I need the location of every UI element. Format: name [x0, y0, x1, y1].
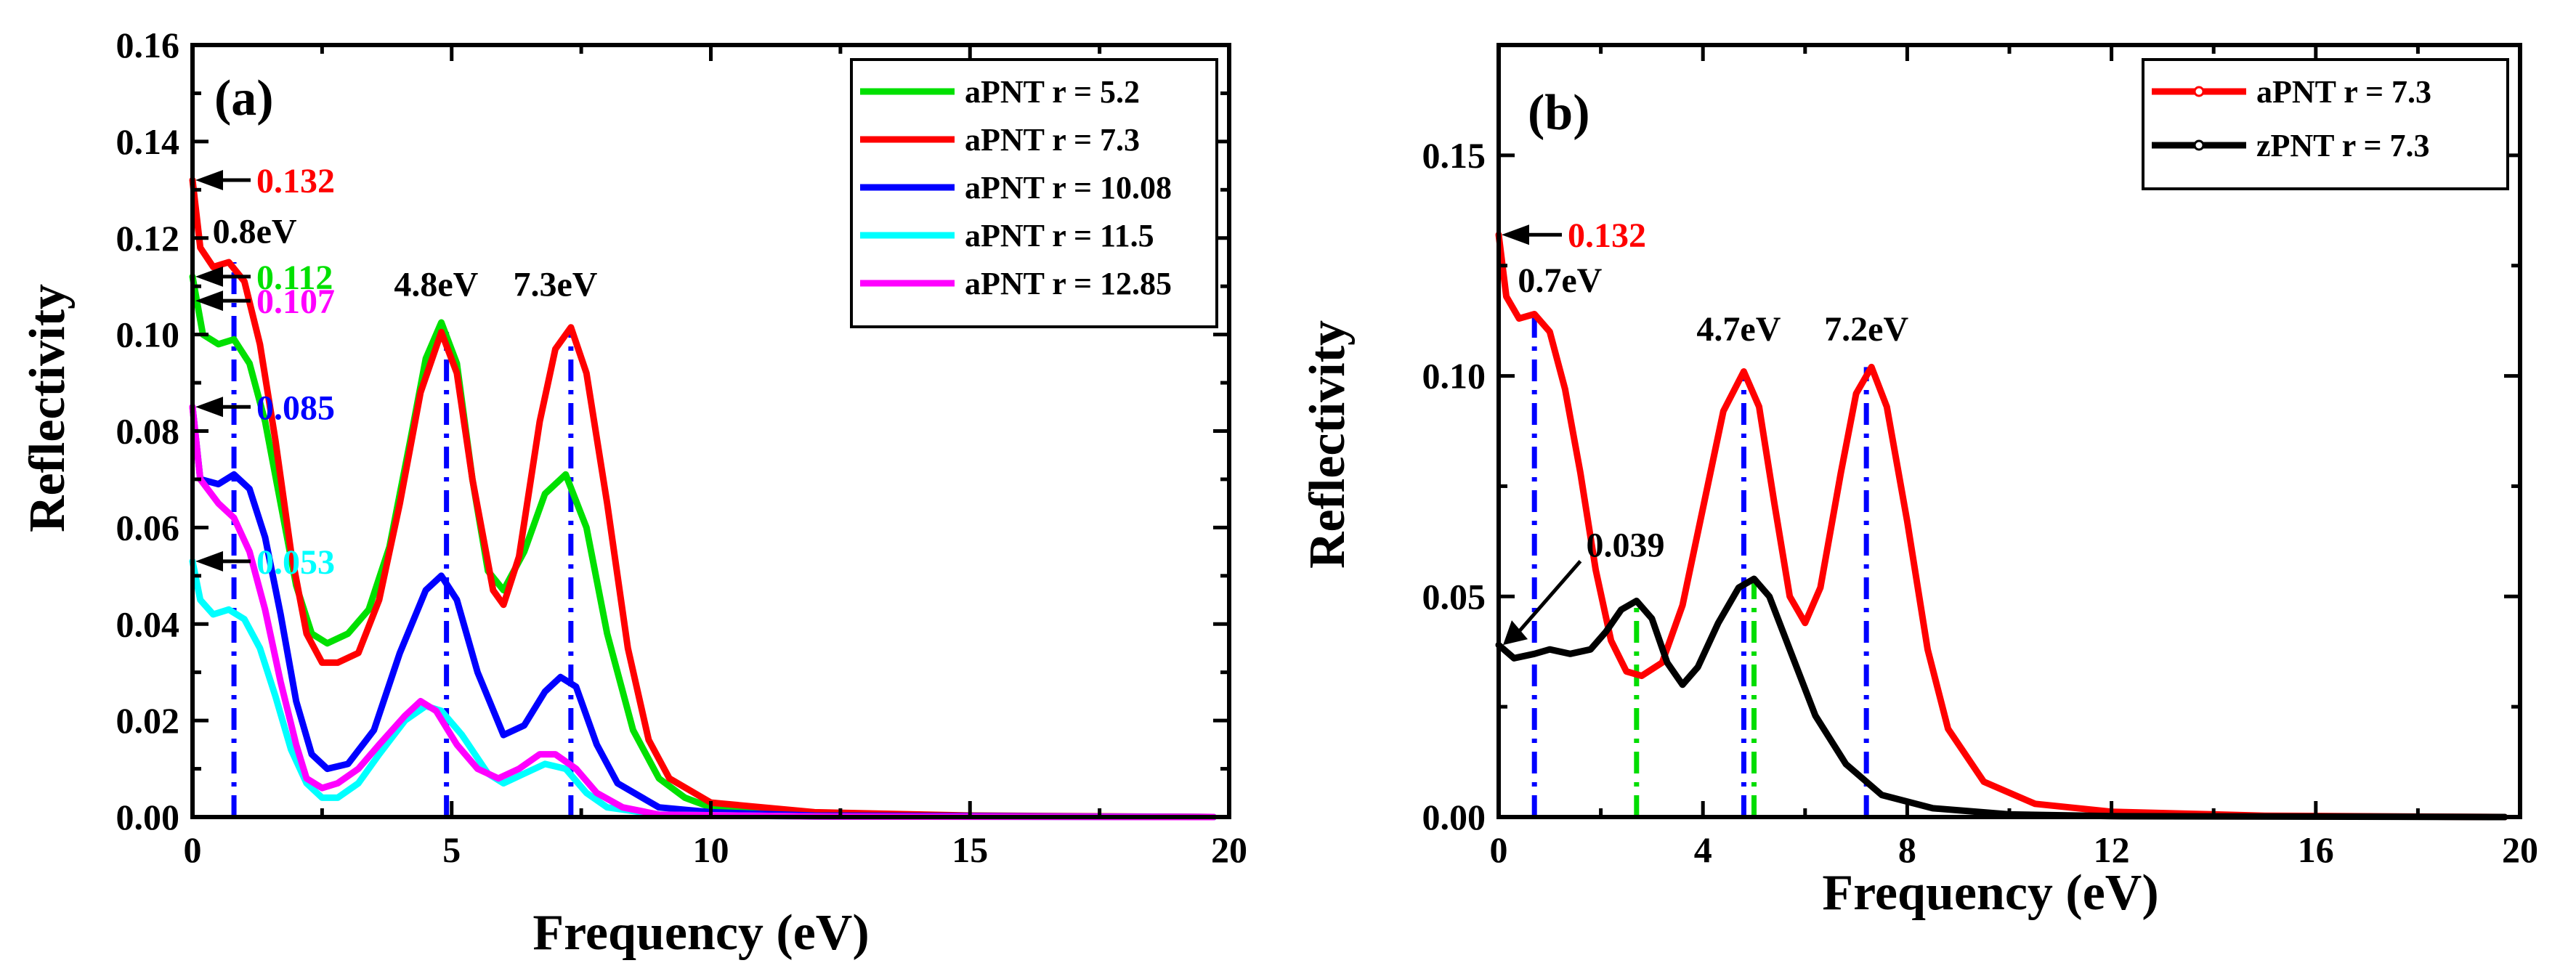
y-tick-label: 0.16: [116, 25, 180, 65]
peak-energy-label: 4.7eV: [1696, 310, 1781, 349]
panel-a-legend: aPNT r = 5.2 aPNT r = 7.3 aPNT r = 10.08 aP…: [850, 58, 1218, 328]
value-annotation: 0.107: [256, 283, 335, 321]
series-line-green: [189, 273, 1218, 821]
panel-b-label: (b): [1528, 85, 1590, 141]
y-tick-label: 0.02: [116, 700, 180, 741]
panel-a-axes-frame: [190, 43, 1231, 819]
panel-a: Reflectivity Frequency (eV) 0.1320.1120.…: [20, 25, 1247, 961]
peak-energy-label: 7.2eV: [1824, 310, 1908, 349]
y-tick-label: 0.10: [1422, 356, 1486, 397]
diag-arrow-head: [1503, 620, 1528, 646]
panel-b-y-axis-label: Reflectivity: [1300, 320, 1356, 569]
peak-energy-label: 4.8eV: [394, 265, 478, 304]
arrow-head: [195, 170, 223, 191]
x-tick-label: 20: [2502, 829, 2538, 870]
panel-a-x-axis-label: Frequency (eV): [532, 905, 869, 961]
x-tick-label: 8: [1898, 829, 1916, 870]
legend-marker: [2193, 86, 2205, 97]
series-line-blue: [189, 403, 1218, 821]
panel-a-y-axis-label: Reflectivity: [20, 284, 76, 532]
arrow-head: [195, 550, 223, 572]
arrow-head: [195, 397, 223, 418]
diag-arrow-line: [1515, 560, 1582, 636]
panel-b-legend: aPNT r = 7.3 zPNT r = 7.3: [2142, 58, 2509, 190]
arrow-head: [1502, 224, 1529, 245]
y-tick-label: 0.05: [1422, 576, 1486, 617]
panel-a-label: (a): [214, 70, 274, 126]
y-tick-label: 0.10: [116, 314, 180, 355]
peak-energy-label: 0.8eV: [213, 212, 297, 251]
value-annotation: 0.132: [256, 162, 335, 200]
x-tick-label: 20: [1211, 829, 1247, 870]
y-tick-label: 0.14: [116, 121, 180, 162]
arrow-head: [195, 291, 223, 312]
legend-label: aPNT r = 7.3: [965, 122, 1140, 158]
panel-b-legend-box: [2142, 58, 2509, 190]
x-tick-label: 16: [2298, 829, 2334, 870]
y-tick-label: 0.06: [116, 507, 180, 548]
value-annotation: 0.039: [1586, 527, 1664, 565]
peak-energy-label: 7.3eV: [513, 265, 597, 304]
y-tick-label: 0.00: [116, 797, 180, 837]
x-tick-label: 0: [1490, 829, 1508, 870]
y-tick-label: 0.08: [116, 411, 180, 452]
legend-marker: [2193, 139, 2205, 151]
y-tick-label: 0.15: [1422, 135, 1486, 176]
value-annotation: 0.053: [256, 543, 335, 582]
panel-b-plot-area: 0.132 0.039 0.7eV 4.7eV 7.2eV: [1495, 216, 2508, 821]
y-tick-label: 0.04: [116, 604, 180, 644]
x-tick-label: 4: [1694, 829, 1712, 870]
x-tick-label: 12: [2094, 829, 2130, 870]
x-tick-label: 5: [442, 829, 461, 870]
series-line-magenta: [189, 403, 1218, 821]
x-tick-label: 15: [952, 829, 988, 870]
arrow-head: [195, 266, 223, 287]
x-tick-label: 10: [693, 829, 729, 870]
legend-label: aPNT r = 5.2: [965, 74, 1140, 110]
value-annotation: 0.112: [256, 259, 333, 297]
legend-label: aPNT r = 12.85: [965, 266, 1172, 301]
x-tick-label: 0: [184, 829, 202, 870]
panel-b-x-axis-label: Frequency (eV): [1822, 865, 2158, 921]
series-line-black: [1495, 575, 2508, 821]
series-line-red: [189, 176, 1218, 821]
legend-label: aPNT r = 10.08: [965, 170, 1172, 206]
panel-a-ticks: 0 5 10 15 20 0.00 0.02 0.04 0.06 0.08 0.10 0.12 0.14…: [116, 25, 1248, 870]
value-annotation: 0.085: [256, 389, 335, 427]
legend-label: aPNT r = 11.5: [965, 218, 1154, 253]
panel-b-axes-frame: [1496, 43, 2522, 819]
peak-energy-label: 0.7eV: [1518, 261, 1602, 300]
series-line-red: [1495, 231, 2508, 821]
y-tick-label: 0.12: [116, 218, 180, 259]
panel-b: Reflectivity Frequency (eV) 0.1320.0390.…: [1300, 43, 2538, 921]
value-annotation: 0.132: [1568, 216, 1646, 255]
legend-label: aPNT r = 7.3: [2256, 74, 2431, 110]
legend-label: zPNT r = 7.3: [2256, 128, 2430, 163]
y-tick-label: 0.00: [1422, 797, 1486, 837]
